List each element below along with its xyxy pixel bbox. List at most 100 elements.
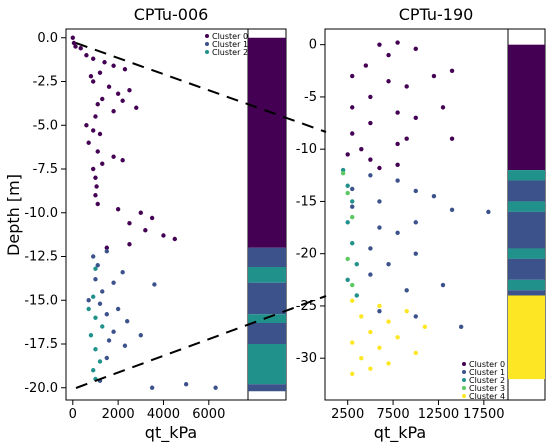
right-legend-entry: Cluster 4 [462, 392, 505, 401]
right-data-point [449, 68, 455, 74]
left-data-point [106, 84, 112, 89]
left-data-point [102, 60, 107, 65]
left-data-point [97, 70, 103, 75]
right-legend-entry: Cluster 1 [462, 368, 505, 377]
right-data-point [377, 345, 382, 350]
right-data-point [363, 63, 369, 68]
left-data-point [91, 166, 96, 172]
right-data-point [368, 246, 373, 251]
left-data-point [97, 301, 103, 306]
right-data-point [350, 298, 355, 303]
right-x-tick-label: 17500 [463, 407, 504, 422]
right-panel: CPTu-190 2500 7500 12500 17500 0 -5 -10 -15 -20 -… [296, 5, 546, 443]
right-data-point [431, 194, 437, 199]
right-cluster-bar [507, 29, 545, 400]
right-data-point [440, 282, 446, 288]
svg-text:Cluster 1: Cluster 1 [469, 368, 505, 377]
left-data-point [93, 315, 98, 320]
right-data-point [350, 214, 355, 220]
right-data-point [345, 256, 350, 262]
svg-text:Cluster 2: Cluster 2 [212, 48, 248, 57]
right-data-point [449, 207, 455, 212]
left-data-point [73, 44, 78, 49]
svg-text:Cluster 2: Cluster 2 [469, 376, 505, 385]
left-data-point [93, 277, 98, 282]
right-data-point [377, 303, 382, 309]
right-cluster-bar-segment [508, 290, 545, 296]
right-data-point [386, 319, 391, 324]
left-data-point [91, 368, 96, 373]
right-data-point [395, 230, 400, 235]
right-x-tick-label: 12500 [418, 407, 459, 422]
right-data-point [404, 288, 409, 293]
right-data-point [413, 115, 418, 121]
left-cluster-bar-segment [248, 267, 286, 283]
right-data-point [413, 220, 418, 225]
left-data-point [127, 88, 132, 93]
right-data-point [440, 105, 446, 110]
left-data-point [111, 329, 116, 334]
left-data-point [88, 74, 94, 79]
right-cluster-bar-segment [508, 44, 545, 171]
left-data-point [122, 67, 128, 72]
left-data-points [70, 35, 218, 390]
right-data-point [340, 171, 346, 176]
left-y-axis-label: Depth [m] [4, 174, 23, 256]
right-cluster-bar-segment [508, 170, 545, 181]
left-cluster-bar-segment [248, 282, 286, 315]
right-cluster-bar-segment [508, 201, 545, 212]
left-data-point [172, 236, 177, 242]
left-cluster-bar-segment [248, 247, 286, 267]
left-data-point [91, 254, 96, 259]
left-data-point [152, 282, 157, 287]
left-y-tick-label: -7.5 [33, 162, 58, 177]
left-cluster-bar-segment [248, 37, 286, 248]
left-data-point [93, 175, 98, 180]
right-data-point [377, 225, 382, 230]
right-data-point [386, 52, 391, 58]
left-data-point [100, 289, 105, 294]
left-data-point [115, 91, 121, 96]
left-data-point [115, 207, 121, 212]
right-data-point [413, 188, 418, 194]
right-cluster-bar-segment [508, 295, 545, 380]
left-x-axis-label: qt_kPa [145, 423, 197, 443]
left-data-point [86, 306, 91, 312]
left-data-point [111, 109, 116, 114]
left-data-point [149, 215, 155, 221]
svg-text:Cluster 0: Cluster 0 [212, 32, 248, 41]
right-data-point [386, 361, 391, 366]
right-data-point [345, 220, 350, 225]
right-data-point [350, 199, 355, 204]
right-chart-title: CPTu-190 [399, 5, 474, 24]
right-data-point [368, 173, 373, 178]
left-y-tick-label: -17.5 [24, 337, 58, 352]
right-data-point [345, 152, 350, 157]
right-data-point [395, 110, 400, 115]
left-data-point [111, 280, 116, 285]
left-legend: Cluster 0 Cluster 1 Cluster 2 [205, 32, 248, 57]
right-data-point [340, 167, 346, 173]
left-data-point [183, 382, 189, 387]
right-data-point [377, 199, 382, 204]
right-data-point [368, 94, 373, 100]
right-data-point [377, 42, 382, 47]
left-x-tick-label: 0 [69, 407, 77, 422]
left-data-point [100, 161, 105, 166]
right-data-point [404, 84, 409, 89]
left-data-point [106, 338, 112, 343]
left-data-point [120, 270, 125, 275]
right-data-point [359, 146, 364, 152]
left-y-tick-label: 0.0 [37, 31, 58, 46]
left-data-point [95, 263, 100, 268]
left-legend-entry: Cluster 2 [205, 48, 248, 57]
right-legend-entry: Cluster 3 [462, 384, 505, 393]
left-data-point [127, 221, 132, 226]
right-data-points [340, 40, 491, 377]
left-data-point [88, 333, 94, 338]
left-data-point [95, 102, 100, 107]
left-data-point [94, 184, 99, 189]
left-data-point [86, 298, 91, 303]
right-data-point [350, 340, 355, 345]
